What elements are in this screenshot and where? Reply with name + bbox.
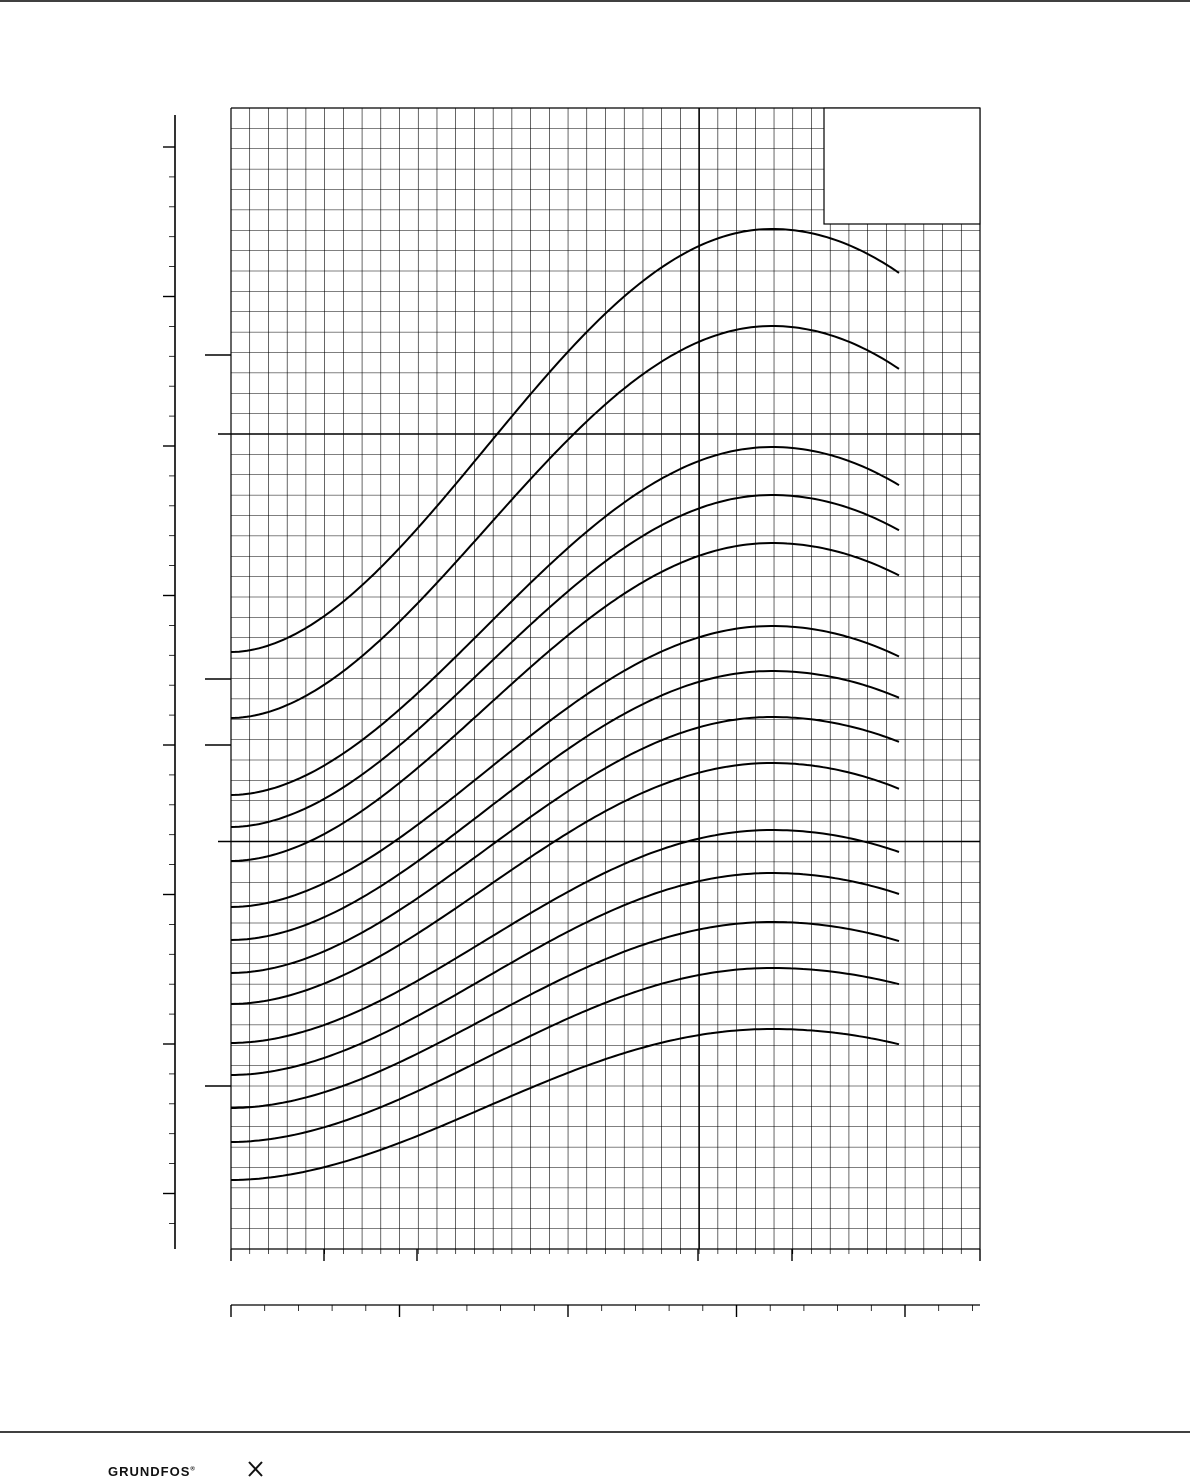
pump-curve bbox=[230, 762, 900, 1005]
logo-text: GRUNDFOS bbox=[108, 1464, 191, 1479]
pump-curve bbox=[230, 446, 900, 796]
pump-curve bbox=[230, 716, 900, 974]
pump-curve bbox=[231, 829, 900, 1044]
pump-curve bbox=[231, 967, 900, 1143]
pump-curve bbox=[230, 542, 900, 862]
pump-curve bbox=[230, 625, 900, 908]
pump-curve bbox=[230, 670, 900, 941]
registered-mark: ® bbox=[190, 1466, 196, 1473]
pump-curve bbox=[231, 921, 900, 1109]
curves bbox=[230, 228, 900, 1181]
pump-curve bbox=[231, 872, 900, 1076]
pump-curve bbox=[231, 1028, 900, 1181]
pump-curve bbox=[230, 325, 900, 719]
logo: GRUNDFOS® bbox=[108, 1464, 196, 1479]
title-box bbox=[823, 107, 981, 225]
axes bbox=[163, 115, 981, 1317]
pump-curve bbox=[230, 494, 900, 828]
logo-mark bbox=[248, 1461, 263, 1477]
pump-curve bbox=[230, 228, 900, 653]
